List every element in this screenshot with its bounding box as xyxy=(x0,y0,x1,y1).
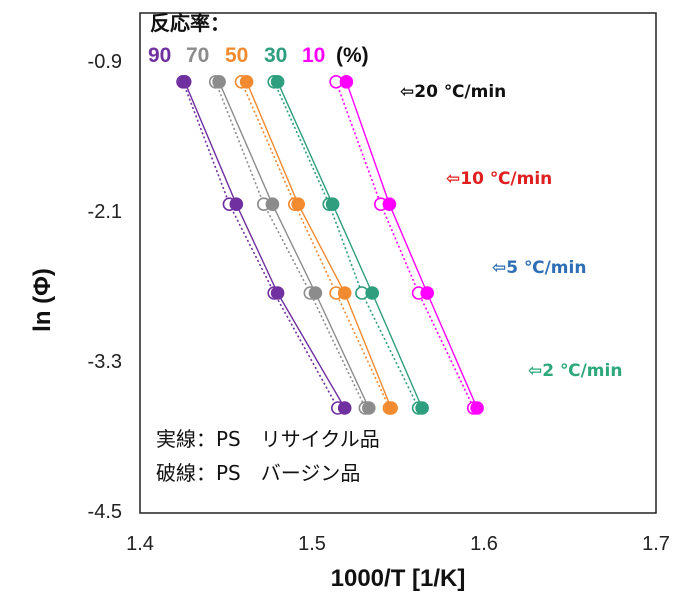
data-point-70-solid xyxy=(265,197,280,211)
series-line-30-solid xyxy=(276,81,423,409)
legend-entry-50: 50 xyxy=(225,44,248,67)
data-point-70-solid xyxy=(361,401,376,415)
rate-label-5: ⇦5 ℃/min xyxy=(492,258,586,278)
series-line-30-dotted xyxy=(273,81,420,409)
data-point-70-solid xyxy=(308,286,323,300)
rate-label-2: ⇦2 ℃/min xyxy=(528,361,622,381)
data-point-30-solid xyxy=(365,286,380,300)
legend: 反応率： 90 70 50 30 10 (%) xyxy=(148,11,369,67)
legend-entry-30: 30 xyxy=(264,44,287,67)
y-tick-label: -4.5 xyxy=(88,501,122,523)
series-line-90-solid xyxy=(184,81,346,409)
y-axis-ticks: -0.9 -2.1 -3.3 -4.5 xyxy=(88,51,122,523)
data-point-50-solid xyxy=(239,75,254,89)
data-point-10-solid xyxy=(470,401,484,415)
x-axis-ticks: 1.4 1.5 1.6 1.7 xyxy=(126,533,670,555)
series-line-50-solid xyxy=(245,81,392,409)
data-point-90-solid xyxy=(270,286,285,300)
note-dashed-line: 破線：PS バージン品 xyxy=(156,461,360,485)
data-point-90-solid xyxy=(229,197,244,211)
rate-label-10: ⇦10 ℃/min xyxy=(446,169,552,189)
y-tick-label: -0.9 xyxy=(88,51,122,73)
legend-entry-10: 10 xyxy=(302,44,325,67)
data-point-70-solid xyxy=(212,75,226,89)
data-point-30-solid xyxy=(415,401,429,415)
data-point-50-solid xyxy=(384,401,398,415)
x-tick-label: 1.6 xyxy=(470,533,498,555)
series-line-10-solid xyxy=(345,81,478,409)
line-style-notes: 実線：PS リサイクル品 破線：PS バージン品 xyxy=(156,427,380,485)
legend-entry-70: 70 xyxy=(186,44,209,67)
x-tick-label: 1.4 xyxy=(126,533,154,555)
data-point-30-solid xyxy=(270,75,285,89)
legend-title: 反応率： xyxy=(150,11,230,35)
legend-unit: (%) xyxy=(336,44,369,67)
data-point-30-solid xyxy=(325,197,340,211)
data-point-90-solid xyxy=(337,401,352,415)
x-axis-title: 1000/T [1/K] xyxy=(331,565,466,592)
note-solid-line: 実線：PS リサイクル品 xyxy=(156,427,380,451)
data-point-10-solid xyxy=(420,286,435,300)
series-line-70-solid xyxy=(218,81,370,409)
y-axis-title: ln (Φ) xyxy=(29,268,56,332)
data-point-50-solid xyxy=(337,286,352,300)
legend-entry-90: 90 xyxy=(148,44,171,67)
series-line-70-dotted xyxy=(214,81,367,409)
data-marks xyxy=(176,75,484,415)
x-tick-label: 1.5 xyxy=(298,533,326,555)
series-line-90-dotted xyxy=(182,81,339,409)
y-tick-label: -2.1 xyxy=(88,201,122,223)
data-point-10-solid xyxy=(339,75,354,89)
data-point-10-solid xyxy=(382,197,397,211)
heating-rate-labels: ⇦20 ℃/min ⇦10 ℃/min ⇦5 ℃/min ⇦2 ℃/min xyxy=(400,82,622,381)
rate-label-20: ⇦20 ℃/min xyxy=(400,82,506,102)
y-tick-label: -3.3 xyxy=(88,351,122,373)
data-point-90-solid xyxy=(177,75,192,89)
x-tick-label: 1.7 xyxy=(642,533,670,555)
data-point-50-solid xyxy=(291,197,306,211)
